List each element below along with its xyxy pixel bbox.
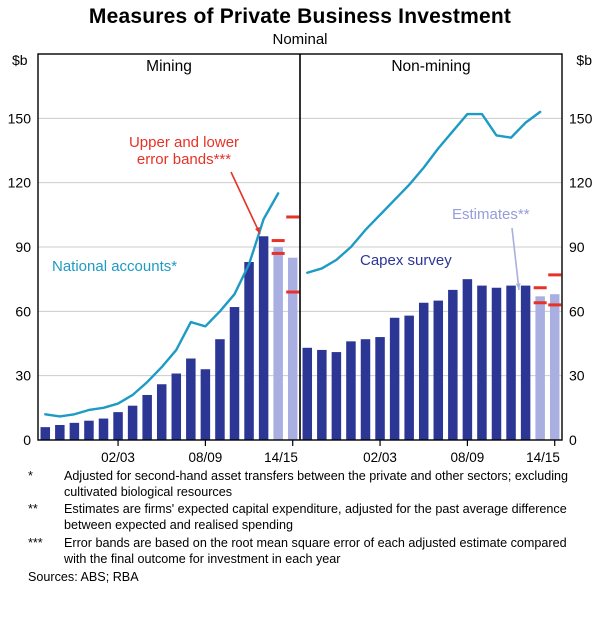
capex-bar [127,405,138,441]
estimates-annotation: Estimates** [452,206,530,224]
capex-bar [244,262,254,441]
estimate-bar [287,257,298,441]
estimate-bar [535,296,545,441]
capex-bar [317,350,327,441]
capex-bar [375,337,385,441]
footnote-1-marker: * [28,469,33,484]
footnote-2-text: Estimates are firms' expected capital ex… [64,502,567,533]
x-tick-label: 08/09 [450,450,484,462]
estimates-arrow-head [515,283,521,291]
capex-bar [433,300,444,441]
plot-frame [37,53,563,441]
capex-bar [55,425,65,441]
y-axis-unit-right: $b [576,52,592,69]
x-tick-label: 14/15 [264,450,298,462]
sources-line: Sources: ABS; RBA [28,569,139,584]
estimate-bar [273,247,283,441]
capex-bar [69,422,80,441]
y-tick-label-right: 30 [569,368,585,384]
error-bands-arrow [230,171,261,235]
x-tick-label: 14/15 [526,450,560,462]
y-tick-label-left: 120 [8,175,32,191]
capex-bar [404,315,414,441]
capex-bar [520,285,531,441]
x-tick-label: 02/03 [101,450,135,462]
y-tick-label-right: 120 [569,175,593,191]
footnote-2: ** Estimates are firms' expected capital… [28,501,582,533]
panel-title-mining: Mining [146,58,192,76]
footnote-3: *** Error bands are based on the root me… [28,535,582,567]
chart-area: 02/03 08/09 14/15 02/03 08/09 14/15 0 0 30 30 60 60… [0,50,600,462]
capex-bar [142,395,152,441]
national-accounts-line [306,110,542,275]
y-axis-unit-left: $b [12,52,28,69]
capex-bar [462,279,473,441]
footnote-1-text: Adjusted for second-hand asset transfers… [64,469,569,500]
capex-bar [215,339,225,441]
capex-bar [418,302,429,441]
x-tick-label: 08/09 [188,450,222,462]
national-accounts-line [44,192,280,418]
capex-bar [156,384,167,441]
capex-bar [229,307,240,441]
footnote-3-marker: *** [28,535,43,550]
capex-bar [506,285,516,441]
capex-bar [346,341,356,441]
y-tick-label-left: 30 [15,368,31,384]
capex-bar [171,373,182,441]
capex-survey-annotation: Capex survey [360,252,452,270]
error-bands-annotation: Upper and lower error bands*** [128,134,240,169]
chart-canvas: 02/03 08/09 14/15 02/03 08/09 14/15 0 0 30 30 60 60… [8,53,593,462]
capex-bar [186,358,196,441]
capex-bar [302,347,313,441]
capex-bar [477,285,487,441]
y-tick-label-right: 60 [569,303,585,319]
footnote-3-text: Error bands are based on the root mean s… [64,535,567,566]
y-tick-label-right: 0 [569,432,577,448]
y-tick-label-right: 90 [569,239,585,255]
capex-bar [258,236,269,441]
y-tick-label-left: 60 [15,303,31,319]
y-tick-label-right: 150 [569,110,593,126]
chart-title: Measures of Private Business Investment [88,5,512,28]
national-accounts-annotation: National accounts* [52,258,178,276]
estimate-bar [549,294,560,441]
footnote-2-marker: ** [28,502,38,517]
error-bands-arrow-head [255,227,260,235]
estimates-arrow [511,228,520,291]
capex-bar [491,287,502,441]
capex-bar [40,427,51,441]
capex-bar [113,412,123,441]
capex-bar [389,317,400,441]
capex-bar [200,369,211,441]
capex-bar [360,339,371,441]
x-tick-label: 02/03 [363,450,397,462]
capex-bar [84,420,94,441]
footnotes: * Adjusted for second-hand asset transfe… [0,462,600,585]
chart-subtitle: Nominal [272,31,328,49]
capex-bar [98,418,109,441]
capex-bar [331,352,342,441]
y-tick-label-left: 0 [23,432,31,448]
footnote-1: * Adjusted for second-hand asset transfe… [28,468,582,500]
panel-title-nonmining: Non-mining [391,58,471,76]
y-tick-label-left: 90 [15,239,31,255]
capex-bar [448,289,458,441]
y-tick-label-left: 150 [8,110,32,126]
